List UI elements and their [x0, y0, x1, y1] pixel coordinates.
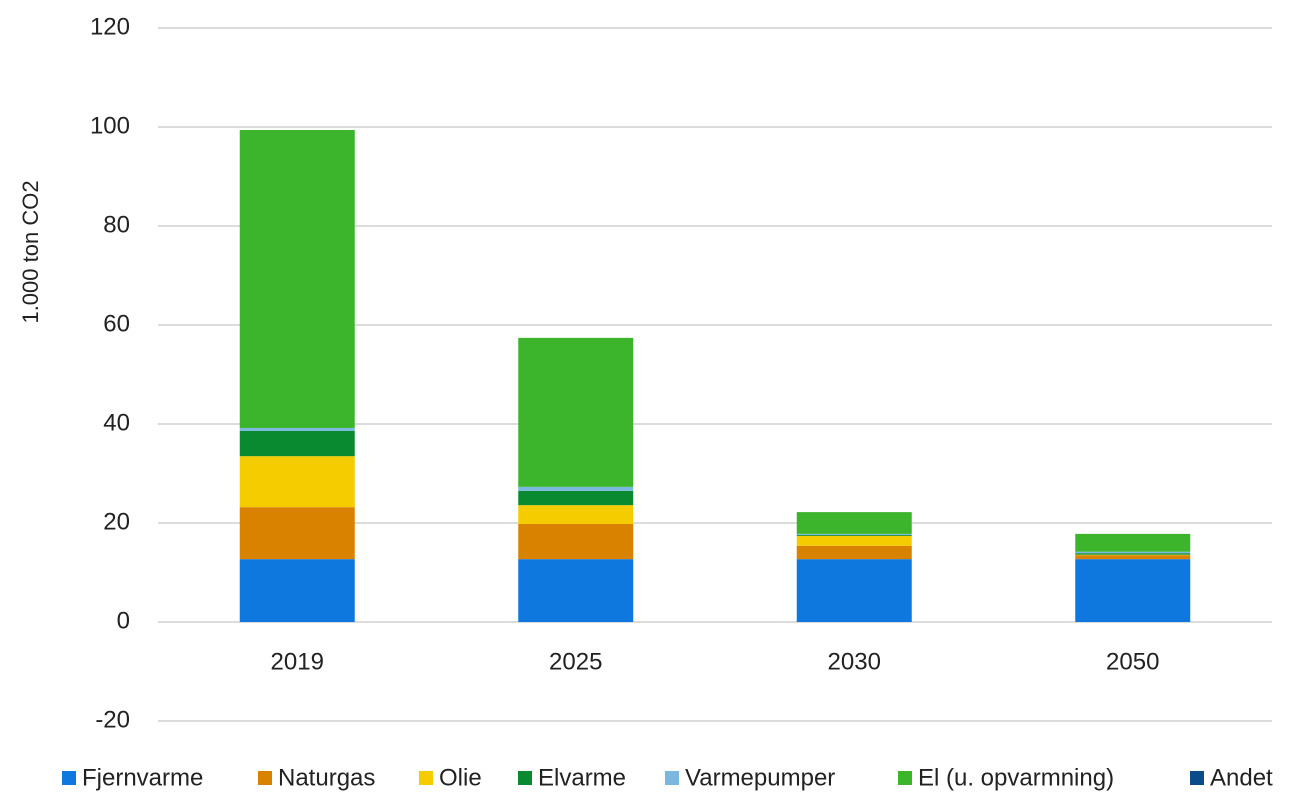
bar-segment — [518, 337, 634, 487]
bar-segment — [518, 486, 634, 491]
legend-label: Olie — [439, 764, 482, 791]
bar-segment — [518, 505, 634, 524]
legend-label: Elvarme — [538, 764, 626, 791]
y-tick-label: -20 — [95, 706, 130, 733]
bar-segment — [796, 534, 912, 536]
bar-segment — [239, 456, 355, 508]
bar-segment — [1075, 551, 1191, 554]
bar-segment — [239, 427, 355, 431]
bar-segment — [239, 129, 355, 428]
y-tick-label: 40 — [103, 409, 130, 436]
bar-segment — [796, 545, 912, 560]
y-tick-label: 20 — [103, 508, 130, 535]
bar-segment — [796, 559, 912, 622]
y-tick-label: 120 — [90, 13, 130, 40]
x-tick-label: 2050 — [1106, 648, 1159, 675]
legend-label: El (u. opvarmning) — [918, 764, 1114, 791]
legend-swatch — [258, 771, 272, 785]
bar-segment — [518, 523, 634, 560]
bar-segment — [239, 559, 355, 622]
bar-segment — [796, 533, 912, 535]
legend-swatch — [419, 771, 433, 785]
y-tick-label: 80 — [103, 211, 130, 238]
bar-segment — [239, 507, 355, 560]
bar-segment — [1075, 533, 1191, 552]
legend-swatch — [518, 771, 532, 785]
bar-segment — [518, 490, 634, 506]
legend-label: Naturgas — [278, 764, 375, 791]
y-tick-label: 100 — [90, 112, 130, 139]
bar-segment — [1075, 553, 1191, 555]
bar-segment — [1075, 559, 1191, 622]
bar-segment — [796, 535, 912, 546]
y-tick-label: 60 — [103, 310, 130, 337]
bar-segment — [1075, 555, 1191, 560]
legend-swatch — [665, 771, 679, 785]
legend-swatch — [1190, 771, 1204, 785]
bar-segment — [796, 512, 912, 534]
y-tick-label: 0 — [117, 607, 130, 634]
x-tick-label: 2019 — [271, 648, 324, 675]
legend-label: Varmepumper — [685, 764, 835, 791]
y-axis-label: 1.000 ton CO2 — [18, 180, 43, 323]
x-tick-label: 2025 — [549, 648, 602, 675]
legend-swatch — [898, 771, 912, 785]
x-tick-label: 2030 — [828, 648, 881, 675]
bar-segment — [518, 559, 634, 622]
legend-label: Fjernvarme — [82, 764, 203, 791]
legend-label: Andet — [1210, 764, 1273, 791]
legend-swatch — [62, 771, 76, 785]
bar-segment — [239, 430, 355, 457]
